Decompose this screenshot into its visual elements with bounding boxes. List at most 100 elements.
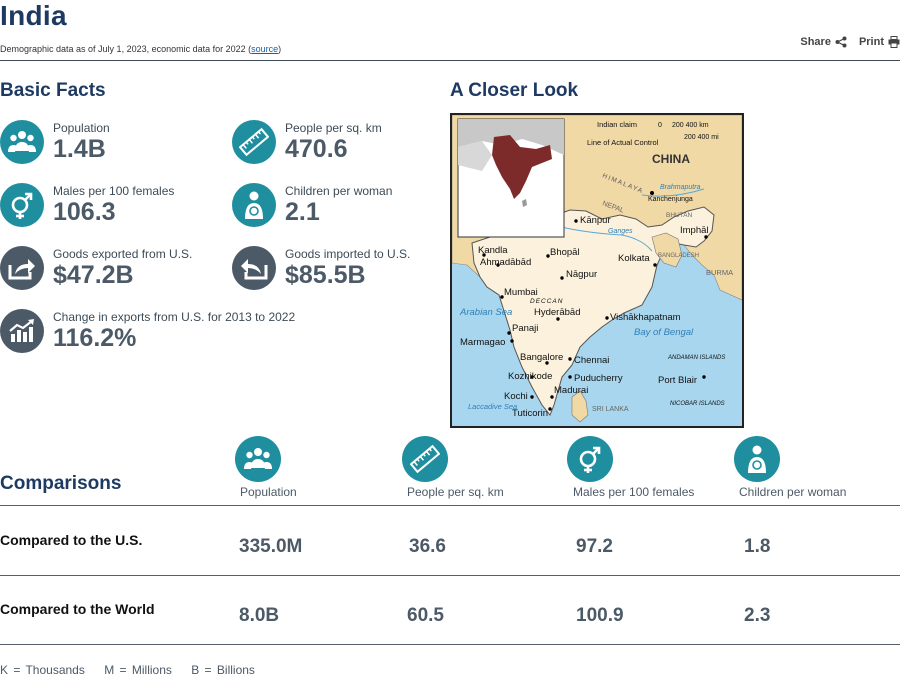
ruler-icon [232,120,276,164]
share-button[interactable]: Share [800,36,847,48]
print-button[interactable]: Print [859,36,900,48]
table-cell: 335.0M [239,536,303,557]
column-label-population: Population [240,485,297,499]
table-divider [0,505,900,506]
city-nagpur: Nāgpur [566,269,597,280]
fact-label: Population [53,121,110,135]
header-actions: Share Print [800,36,900,48]
table-cell: 36.6 [409,536,446,557]
legend-billions: B = Billions [191,663,255,677]
map-label-andaman: ANDAMAN ISLANDS [667,355,725,361]
source-link[interactable]: source [251,44,279,54]
row-label-world: Compared to the World [0,601,155,617]
page-title: India [0,0,67,31]
fact-people-per-sq-km: People per sq. km 470.6 [232,120,382,164]
sri-lanka-land [571,390,589,423]
comparisons-heading: Comparisons [0,473,122,494]
people-icon [0,120,44,164]
city-mumbai: Mumbai [504,287,538,298]
map-label-burma: BURMA [706,268,733,277]
legend-millions: M = Millions [104,663,172,677]
fact-value: 2.1 [285,198,320,226]
fact-goods-imported: Goods imported to U.S. $85.5B [232,246,410,290]
city-kolkata: Kolkata [618,253,650,264]
table-divider [0,644,900,645]
import-icon [232,246,276,290]
fact-goods-exported: Goods exported from U.S. $47.2B [0,246,192,290]
table-divider [0,575,900,576]
city-panaji: Panaji [512,323,538,334]
print-label: Print [858,36,884,48]
trend-chart-icon [0,309,44,353]
gender-icon [0,183,44,227]
map-label-bangladesh: BANGLADESH [658,253,699,259]
basic-facts-heading: Basic Facts [0,80,106,101]
mother-child-icon [232,183,276,227]
fact-change-in-exports: Change in exports from U.S. for 2013 to … [0,309,295,353]
export-icon [0,246,44,290]
city-kanpur: Kānpur [580,215,611,226]
city-bhopal: Bhopāl [550,247,580,258]
india-map[interactable]: CHINA Indian claim Line of Actual Contro… [450,113,744,428]
map-scale-mi: 200 400 mi [684,134,719,141]
share-icon [835,36,847,48]
city-tuticorin: Tuticorin [512,408,548,419]
fact-value: $85.5B [285,261,366,289]
map-label-bay-of-bengal: Bay of Bengal [634,327,694,338]
map-label-laccadive-sea: Laccadive Sea [468,402,517,411]
map-label-sri-lanka: SRI LANKA [592,406,629,413]
people-icon [235,436,281,482]
subtitle-text: Demographic data as of July 1, 2023, eco… [0,44,252,54]
table-cell: 97.2 [576,536,613,557]
map-label-bhutan: BHUTAN [666,212,693,219]
table-cell: 8.0B [239,605,280,626]
table-cell: 2.3 [744,605,771,626]
fact-males-per-100-females: Males per 100 females 106.3 [0,183,174,227]
city-imphal: Imphāl [680,225,709,236]
city-vishakhapatnam: Vishākhapatnam [610,312,681,323]
fact-population: Population 1.4B [0,120,110,164]
city-chennai: Chennai [574,355,609,366]
mother-child-icon [734,436,780,482]
share-label: Share [800,36,831,48]
map-label-indian-claim: Indian claim [597,120,637,129]
city-kandla: Kandla [478,245,508,256]
bangladesh-land [651,232,683,268]
data-date-note: Demographic data as of July 1, 2023, eco… [0,44,281,54]
legend-thousands: K = Thousands [0,663,85,677]
fact-label: Change in exports from U.S. for 2013 to … [53,310,296,324]
row-label-us: Compared to the U.S. [0,532,143,548]
fact-label: Goods imported to U.S. [285,247,411,261]
fact-label: Children per woman [285,184,393,198]
gender-icon [567,436,613,482]
map-label-nicobar: NICOBAR ISLANDS [670,401,725,407]
fact-value: 116.2% [53,324,137,352]
column-label-males-per-100-females: Males per 100 females [573,485,695,499]
inset-india-shape [492,135,552,199]
column-label-children-per-woman: Children per woman [739,485,847,499]
map-label-arabian-sea: Arabian Sea [459,307,512,318]
map-label-deccan: DECCAN [530,298,563,305]
map-label-line-of-control: Line of Actual Control [587,138,659,147]
fact-children-per-woman: Children per woman 2.1 [232,183,392,227]
fact-label: Males per 100 females [53,184,175,198]
city-bangalore: Bangalore [520,352,563,363]
fact-value: 106.3 [53,198,116,226]
column-label-people-per-sq-km: People per sq. km [407,485,504,499]
city-kozhikode: Kozhikode [508,371,552,382]
map-scale-zero: 0 [658,122,662,129]
closer-look-heading: A Closer Look [450,80,579,101]
map-label-kanchenjunga: Kanchenjunga [648,196,693,203]
printer-icon [888,36,900,48]
fact-label: People per sq. km [285,121,382,135]
city-hyderabad: Hyderābād [534,307,580,318]
ruler-icon [402,436,448,482]
map-label-china: CHINA [652,152,690,166]
city-ahmadabad: Ahmadābād [480,257,531,268]
city-madurai: Madurai [554,385,588,396]
map-label-ganges: Ganges [608,228,633,235]
city-marmagao: Marmagao [460,337,505,348]
header-divider [0,60,900,61]
fact-value: 1.4B [53,135,106,163]
abbreviation-legend: K = Thousands M = Millions B = Billions [0,663,269,677]
